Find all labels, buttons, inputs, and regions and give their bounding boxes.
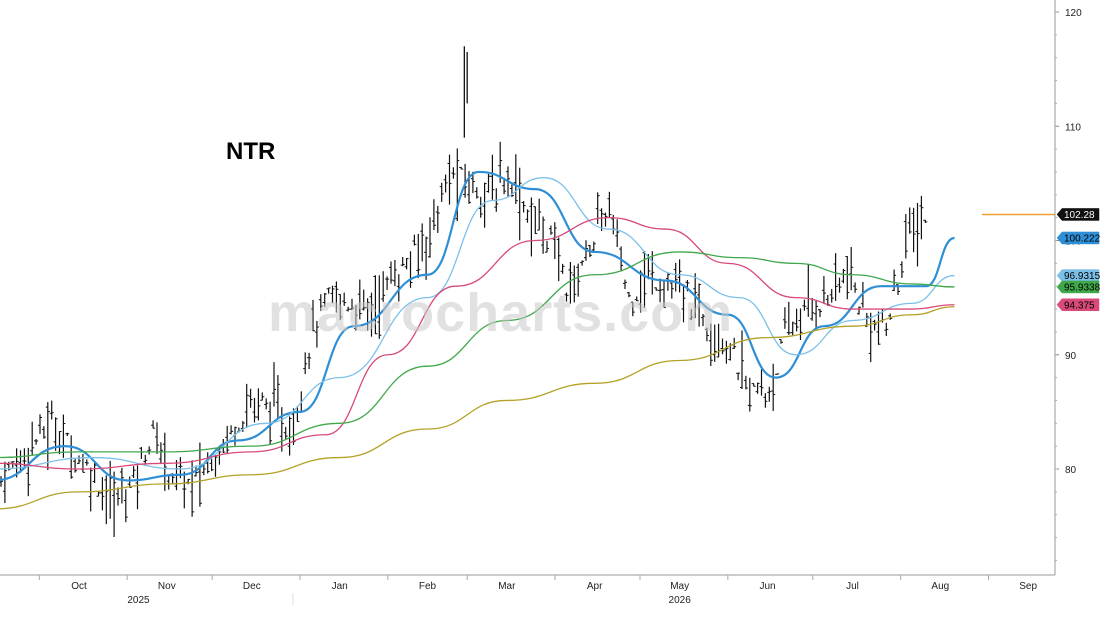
x-tick-label: Mar [498, 581, 516, 592]
value-label-box [1056, 298, 1100, 312]
value-label-box [1056, 231, 1100, 245]
x-tick-label: Aug [931, 581, 949, 592]
value-label-text: 95.9338 [1064, 282, 1100, 293]
value-label: 102.28 [1056, 208, 1100, 221]
moving-average-line [0, 306, 955, 510]
x-tick-label: Nov [158, 581, 176, 592]
value-label-box [1056, 280, 1100, 294]
x-tick-label: Oct [71, 581, 87, 592]
x-tick-label: Apr [587, 581, 603, 592]
value-label-box [1056, 208, 1100, 221]
y-tick-label: 120 [1065, 8, 1082, 19]
y-tick-label: 110 [1065, 122, 1081, 133]
x-tick-label: May [670, 581, 689, 592]
value-label: 94.375 [1056, 298, 1100, 312]
x-axis: Oct Nov Dec Jan Feb Mar Apr May Jun Jul Aug Sep 2025… [0, 574, 1055, 606]
value-label-text: 94.375 [1064, 300, 1095, 311]
x-year-label: 2025 [127, 595, 150, 606]
x-tick-label: Jan [332, 581, 348, 592]
x-tick-label: Jun [759, 581, 775, 592]
value-label: 95.9338 [1056, 280, 1100, 294]
x-tick-label: Sep [1019, 581, 1037, 592]
chart-title: NTR [226, 138, 276, 165]
moving-average-line [0, 177, 955, 470]
y-tick-label: 90 [1065, 351, 1077, 362]
value-label-text: 102.28 [1064, 210, 1095, 221]
price-bars [0, 46, 928, 537]
moving-average-line [0, 170, 955, 482]
moving-average-lines [0, 170, 1055, 510]
x-tick-label: Feb [419, 581, 437, 592]
value-label-text: 100.222 [1064, 233, 1100, 244]
x-year-label: 2026 [669, 595, 692, 606]
y-tick-label: 80 [1065, 465, 1077, 476]
moving-average-line [0, 251, 955, 459]
value-label: 100.222 [1056, 231, 1100, 245]
watermark: macrocharts.com [268, 283, 734, 343]
value-label-box [1056, 269, 1100, 282]
x-tick-label: Jul [846, 581, 859, 592]
value-label-text: 96.9315 [1064, 271, 1100, 282]
x-tick-label: Dec [243, 581, 261, 592]
value-label: 96.9315 [1056, 269, 1100, 282]
moving-average-line [0, 216, 955, 470]
